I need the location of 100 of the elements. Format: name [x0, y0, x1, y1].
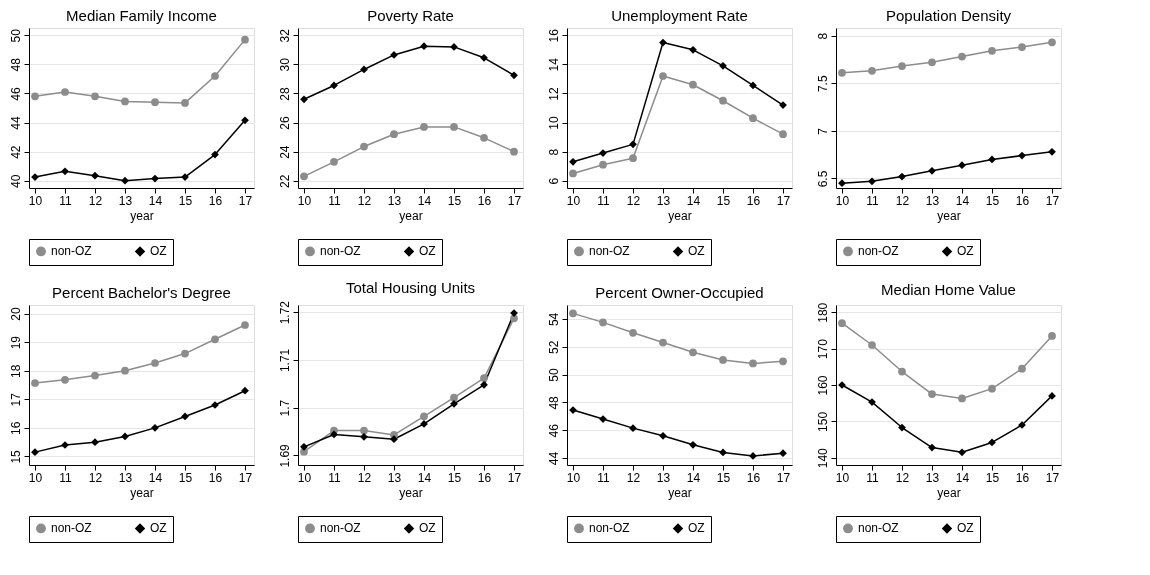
point	[898, 172, 906, 181]
legend-label: non-OZ	[858, 244, 899, 259]
point	[390, 130, 398, 139]
legend-label: non-OZ	[51, 521, 92, 536]
y-tick-label: 40	[8, 174, 23, 188]
point	[450, 123, 458, 131]
y-tick-label: 46	[546, 423, 561, 438]
point	[898, 367, 906, 376]
point	[1018, 364, 1026, 373]
y-tick-label: 150	[815, 411, 830, 432]
point	[31, 379, 39, 387]
point	[749, 114, 757, 123]
point	[868, 66, 876, 75]
point	[749, 359, 757, 368]
x-axis-title: year	[399, 485, 423, 500]
x-axis-title: year	[937, 208, 961, 223]
point	[779, 357, 787, 366]
x-tick-label: 17	[238, 470, 253, 485]
point	[659, 38, 667, 47]
y-tick-label: 1.72	[277, 300, 292, 325]
point	[241, 321, 249, 329]
x-tick-label: 13	[118, 193, 133, 208]
legend-label: OZ	[419, 244, 436, 259]
x-tick-label: 12	[88, 470, 103, 485]
point	[928, 443, 936, 452]
x-tick-label: 17	[238, 193, 253, 208]
x-tick-label: 14	[417, 470, 432, 485]
y-tick-label: 22	[277, 174, 292, 188]
y-tick-label: 15	[8, 449, 23, 464]
point	[330, 81, 338, 90]
point	[689, 348, 697, 357]
point	[151, 174, 159, 183]
x-tick-label: 17	[776, 193, 791, 208]
point	[510, 147, 518, 156]
x-axis-title: year	[130, 485, 154, 500]
y-tick-label: 44	[546, 451, 561, 466]
point	[420, 42, 428, 51]
y-tick-label: 18	[8, 364, 23, 378]
y-tick-label: 7	[815, 127, 830, 135]
x-tick-label: 12	[895, 193, 910, 208]
legend-label: OZ	[957, 244, 974, 259]
x-tick-label: 13	[656, 193, 671, 208]
point	[958, 448, 966, 457]
y-tick-label: 160	[815, 375, 830, 396]
y-tick-label: 1.7	[277, 399, 292, 417]
point	[719, 356, 727, 364]
x-tick-label: 11	[328, 470, 342, 485]
x-tick-label: 17	[507, 470, 522, 485]
x-tick-label: 14	[148, 470, 163, 485]
x-tick-label: 13	[118, 470, 133, 485]
x-axis-title: year	[668, 485, 692, 500]
point	[1048, 332, 1056, 340]
x-tick-label: 10	[28, 470, 43, 485]
y-tick-label: 16	[8, 421, 23, 436]
x-tick-label: 16	[1015, 470, 1030, 485]
x-tick-label: 11	[866, 470, 880, 485]
point	[719, 61, 727, 70]
point	[211, 335, 219, 344]
y-tick-label: 46	[8, 86, 23, 101]
point	[61, 167, 69, 176]
point	[211, 72, 219, 80]
x-tick-label: 12	[88, 193, 103, 208]
y-tick-label: 19	[8, 335, 23, 350]
chart-title: Unemployment Rate	[611, 7, 748, 24]
x-tick-label: 14	[417, 193, 432, 208]
point	[360, 65, 368, 74]
x-tick-label: 11	[597, 193, 611, 208]
x-tick-label: 17	[1045, 470, 1060, 485]
point	[121, 366, 129, 375]
y-tick-label: 24	[277, 145, 292, 159]
x-tick-label: 13	[925, 193, 940, 208]
y-tick-label: 42	[8, 145, 23, 159]
point	[91, 92, 99, 101]
x-axis-title: year	[399, 208, 423, 223]
x-tick-label: 10	[297, 193, 312, 208]
chart-title: Median Family Income	[66, 7, 217, 24]
point	[659, 431, 667, 440]
x-tick-label: 10	[297, 470, 312, 485]
point	[181, 349, 189, 358]
point	[689, 80, 697, 89]
point	[928, 390, 936, 398]
point	[181, 412, 189, 421]
point	[629, 328, 637, 337]
y-tick-label: 32	[277, 28, 292, 43]
point	[1018, 151, 1026, 160]
x-tick-label: 14	[955, 193, 970, 208]
legend-label: non-OZ	[858, 521, 899, 536]
y-tick-label: 8	[546, 148, 561, 156]
chart-title: Population Density	[885, 7, 1012, 24]
point	[719, 96, 727, 105]
point	[958, 394, 966, 403]
y-tick-label: 14	[546, 57, 561, 72]
x-tick-label: 16	[477, 193, 492, 208]
y-tick-label: 48	[546, 395, 561, 410]
x-tick-label: 15	[447, 193, 462, 208]
point	[629, 154, 637, 163]
point	[988, 155, 996, 164]
point	[928, 166, 936, 175]
point	[480, 374, 488, 382]
point	[360, 432, 368, 441]
